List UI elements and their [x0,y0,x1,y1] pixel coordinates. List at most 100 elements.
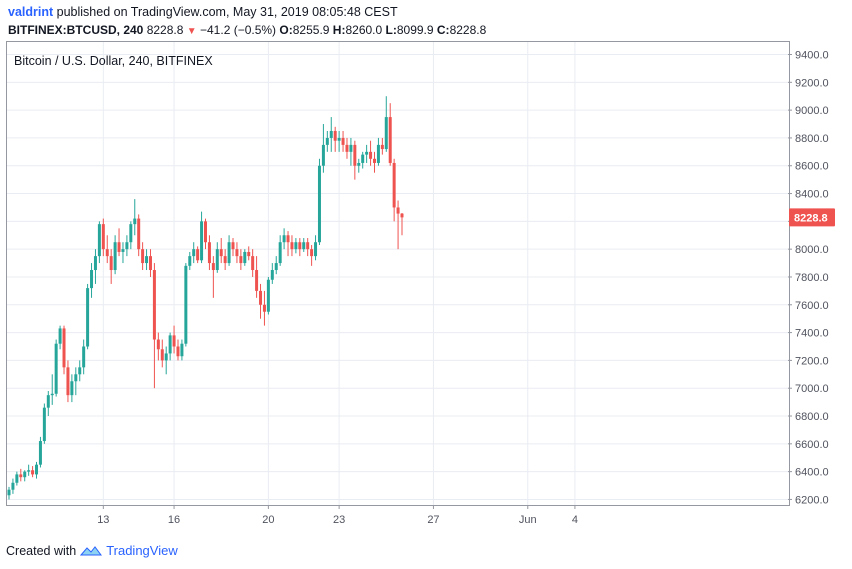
candle-body [227,242,231,264]
candle-body [337,137,341,141]
symbol-info: BITFINEX:BTCUSD, 240 8228.8 ▼ −41.2 (−0.… [8,23,486,37]
y-tick-label: 7000.0 [795,383,829,395]
x-tick-label: 23 [333,514,345,526]
publish-info: valdrint published on TradingView.com, M… [8,5,398,19]
candle-body [129,224,133,243]
open-value: 8255.9 [292,23,330,37]
candle-body [353,144,357,166]
candle-body [172,335,176,347]
x-tick-label: 20 [262,514,274,526]
candle-body [325,137,329,145]
candle-body [196,249,200,261]
x-tick-label: 13 [97,514,109,526]
candle-body [200,221,204,261]
candle-body [121,249,125,252]
tradingview-logo-icon [80,545,103,555]
candle-body [113,242,117,271]
last-price: 8228.8 [146,23,184,37]
candlestick-chart[interactable]: 6200.0 6400.0 6600.0 6800.0 7000.0 7200.0 7400… [0,0,852,540]
candle-body [369,151,373,159]
candle-body [168,335,172,354]
candle-body [31,470,35,475]
candle-body [58,328,62,344]
candle-body [314,242,318,257]
candle-body [274,263,278,271]
published-text: published on TradingView.com, May 31, 20… [56,5,398,19]
candle-body [78,367,82,375]
y-tick-label: 8400.0 [795,189,829,201]
close-value: 8228.8 [449,23,487,37]
candle-body [101,224,105,250]
candle-body [270,270,274,280]
created-with-text: Created with [6,543,77,558]
candle-body [164,353,168,361]
x-tick-label: Jun [519,514,537,526]
candles [7,96,404,500]
candle-body [266,279,270,312]
candle-body [349,144,353,152]
candle-body [90,270,94,289]
candle-body [82,346,86,368]
candle-body [19,474,23,478]
candle-body [160,349,164,361]
candle-body [207,242,211,264]
author-link[interactable]: valdrint [8,5,54,19]
candle-body [54,343,58,394]
candle-body [255,270,259,291]
candle-body [97,224,101,257]
y-tick-label: 9000.0 [795,105,829,117]
candle-body [46,395,50,408]
y-tick-label: 6600.0 [795,439,829,451]
last-price-marker [789,208,835,227]
candle-body [231,242,235,250]
candle-body [15,474,19,483]
candle-body [27,470,31,472]
candle-body [50,393,54,396]
candle-body [192,249,196,257]
candle-body [290,242,294,250]
footer: Created with TradingView [6,543,178,558]
tradingview-brand[interactable]: TradingView [106,543,178,558]
candle-body [357,162,361,166]
candle-body [310,249,314,257]
x-tick-label: 16 [168,514,180,526]
change-value: −41.2 (−0.5%) [200,23,277,37]
candle-body [372,158,376,163]
y-tick-label: 8000.0 [795,244,829,256]
candle-body [145,256,149,264]
grid [7,42,788,505]
candle-body [180,343,184,357]
candle-body [302,242,306,250]
candle-body [125,242,129,250]
candle-body [105,249,109,257]
candle-body [384,117,388,150]
candle-body [117,242,121,252]
candle-body [86,288,90,347]
low-value: 8099.9 [396,23,434,37]
y-tick-label: 6200.0 [795,494,829,506]
candle-body [286,235,290,243]
candle-body [380,144,384,150]
down-arrow-icon: ▼ [186,26,197,37]
candle-body [278,242,282,264]
candle-body [259,290,263,305]
candle-body [156,339,160,350]
symbol-label: BITFINEX:BTCUSD, 240 [8,23,144,37]
chart-title: Bitcoin / U.S. Dollar, 240, BITFINEX [14,54,213,68]
candle-body [341,137,345,145]
candle-body [62,328,66,368]
candle-body [184,265,188,344]
candle-body [235,249,239,257]
candle-body [7,489,11,496]
open-label: O: [279,23,293,37]
x-tick-label: 4 [572,514,578,526]
last-price-label: 8228.8 [794,212,828,224]
candle-body [376,144,380,163]
candle-body [23,471,27,478]
candle-body [152,270,156,340]
candle-body [109,256,113,271]
candle-body [294,242,298,250]
candle-body [365,151,369,155]
axes: 6200.0 6400.0 6600.0 6800.0 7000.0 7200.0 7400… [97,50,835,526]
candle-body [396,207,400,214]
